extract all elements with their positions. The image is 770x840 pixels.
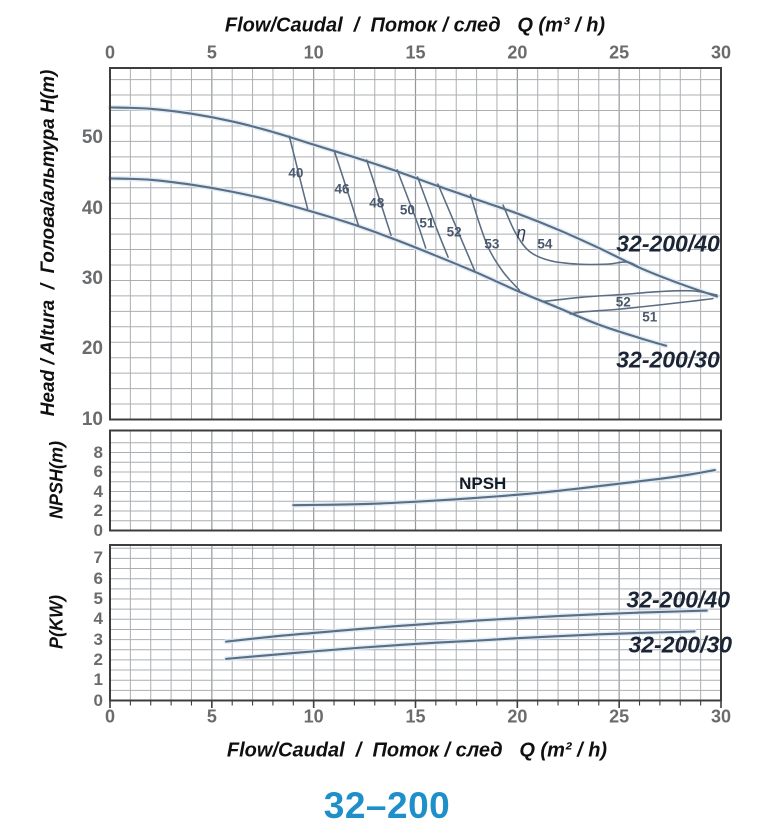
head-tick-30: 30: [81, 267, 103, 289]
power-tick-7: 7: [93, 548, 103, 568]
efficiency-contour-51-9: [569, 297, 714, 315]
npsh-tick-0: 0: [93, 520, 103, 540]
curve-label-32-200-40: 32-200/40: [616, 230, 720, 257]
efficiency-label-51-4: 51: [419, 215, 435, 231]
efficiency-contour-46-1: [333, 149, 360, 227]
efficiency-label-54-7: 54: [537, 236, 553, 252]
efficiency-label-52-8: 52: [615, 294, 631, 310]
eta-symbol: η: [516, 223, 527, 243]
axis-ticks: [109, 701, 722, 708]
curve-label-32-200-30: 32-200/30: [628, 631, 733, 658]
curve-32-200-30: [108, 177, 668, 347]
flow-tick-bottom-10: 10: [303, 706, 324, 727]
flow-tick-top-15: 15: [405, 42, 426, 63]
efficiency-label-51-9: 51: [642, 309, 658, 324]
efficiency-label-52-5: 52: [446, 224, 462, 240]
page-title: 32–200: [323, 785, 451, 826]
efficiency-contour-53-6: [469, 193, 521, 291]
head-tick-10: 10: [81, 408, 103, 430]
npsh-tick-6: 6: [93, 462, 103, 481]
power-tick-2: 2: [93, 649, 103, 669]
flow-tick-top-30: 30: [710, 42, 732, 63]
efficiency-contour-52-8: [543, 289, 718, 303]
flow-tick-top-20: 20: [507, 42, 528, 63]
flow-tick-bottom-5: 5: [206, 706, 217, 727]
efficiency-label-50-3: 50: [399, 202, 415, 218]
flow-tick-bottom-20: 20: [507, 706, 528, 727]
flow-tick-bottom-30: 30: [710, 706, 732, 727]
curve-label-npsh: NPSH: [459, 473, 507, 493]
curve-32-200-30: [225, 630, 696, 660]
flow-tick-top-25: 25: [609, 42, 630, 63]
power-tick-0: 0: [93, 690, 103, 710]
curve-32-200-40: [225, 609, 708, 643]
power-tick-1: 1: [93, 670, 103, 690]
flow-tick-bottom-0: 0: [104, 706, 116, 727]
efficiency-contour-54-7: [502, 204, 641, 269]
power-tick-3: 3: [93, 629, 103, 649]
npsh-tick-2: 2: [93, 501, 103, 520]
npsh-tick-8: 8: [93, 442, 103, 462]
power-tick-6: 6: [93, 568, 103, 588]
npsh-tick-4: 4: [93, 481, 103, 501]
efficiency-contour-50-3: [396, 169, 427, 249]
efficiency-label-48-2: 48: [369, 195, 385, 211]
flow-tick-top-0: 0: [104, 42, 116, 63]
efficiency-contour-51-4: [416, 176, 449, 258]
x-axis-title-top: Flow/Caudal / Поток / след Q (m³ / h): [224, 14, 606, 37]
curve-halos: [107, 104, 720, 662]
efficiency-contour-40-0: [288, 135, 309, 210]
curve-label-32-200-30: 32-200/30: [616, 346, 720, 373]
efficiency-label-53-6: 53: [484, 236, 500, 252]
y-axis-title-head: Head / Altura / Голова/альтура H(m): [38, 69, 59, 417]
flow-tick-bottom-15: 15: [405, 706, 426, 727]
head-tick-50: 50: [81, 127, 103, 149]
head-tick-20: 20: [81, 338, 103, 360]
flow-tick-top-5: 5: [206, 42, 217, 63]
y-axis-title-npsh: NPSH(m): [46, 440, 67, 520]
efficiency-label-40-0: 40: [288, 165, 304, 181]
efficiency-label-46-1: 46: [334, 181, 350, 197]
flow-tick-bottom-25: 25: [609, 706, 630, 727]
curve-npsh: [292, 469, 716, 507]
power-tick-4: 4: [93, 609, 103, 629]
curve-32-200-40: [108, 106, 718, 298]
x-axis-title-bottom: Flow/Caudal / Поток / след Q (m² / h): [226, 739, 608, 762]
efficiency-contour-48-2: [365, 159, 392, 237]
y-axis-title-power: P(KW): [46, 595, 67, 649]
power-tick-5: 5: [93, 589, 103, 608]
panel-borders: [109, 67, 722, 702]
curves: [108, 106, 718, 660]
head-tick-40: 40: [81, 197, 103, 219]
curve-label-32-200-40: 32-200/40: [626, 586, 731, 613]
efficiency-contour-52-5: [437, 183, 476, 272]
flow-tick-top-10: 10: [303, 42, 324, 63]
